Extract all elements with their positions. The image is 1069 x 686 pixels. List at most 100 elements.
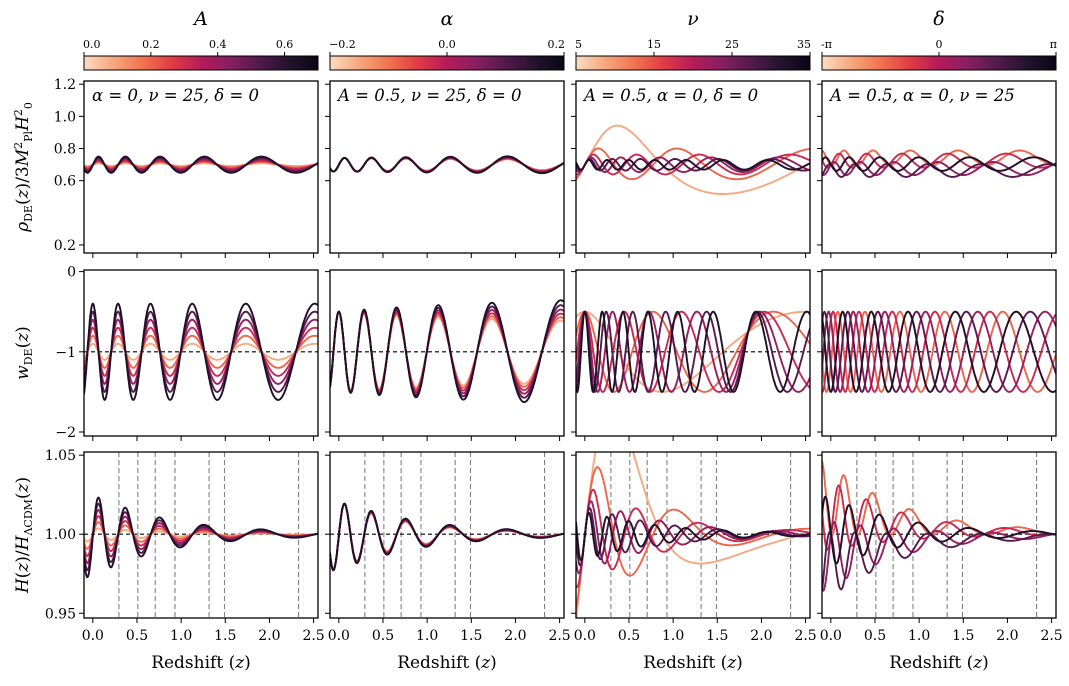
series-group: [822, 310, 1056, 394]
panel-r1-c2: A = 0.5, ν = 25, δ = 0: [325, 80, 565, 258]
series-line: [330, 502, 564, 571]
series-line: [822, 161, 1056, 177]
x-axis-label: Redshift (z): [397, 653, 497, 673]
series-line: [576, 159, 810, 171]
series-line: [822, 310, 1056, 394]
panel-r1-c4: A = 0.5, α = 0, ν = 25: [817, 80, 1057, 258]
series-group: [822, 460, 1056, 592]
y-tick-label: 0.8: [54, 142, 76, 158]
x-tick-label: 0.5: [126, 628, 148, 644]
y-tick-label: 1.00: [45, 527, 76, 543]
colorbar-3: 5 15 25 35 ν: [575, 8, 811, 71]
panel-frame: [575, 269, 811, 437]
chart-layer: 0.0 0.2 0.4 0.6 A −0.2 0.0 0.2 α 5 15 25 35 ν -π 0 π δ 0.2…: [12, 8, 1063, 673]
x-tick-label: 1.5: [952, 628, 974, 644]
x-axis-label: Redshift (z): [889, 653, 989, 673]
panel-frame: [329, 269, 565, 437]
colorbar-tick-label: 0.0: [438, 38, 456, 51]
y-tick-label: 1.2: [54, 77, 76, 93]
series-line: [84, 496, 318, 579]
series-line: [576, 124, 810, 195]
x-tick-label: 2.5: [302, 628, 324, 644]
y-tick-label: 0: [67, 265, 76, 281]
x-tick-label: 0.0: [82, 628, 104, 644]
colorbar-tick-label: 0.2: [548, 38, 566, 51]
colorbar-2: −0.2 0.0 0.2 α: [329, 8, 566, 71]
series-line: [576, 310, 810, 394]
colorbar-1: 0.0 0.2 0.4 0.6 A: [83, 8, 319, 71]
series-line: [84, 342, 318, 361]
panel-annotation: α = 0, ν = 25, δ = 0: [92, 86, 259, 105]
panel-r1-c3: A = 0.5, α = 0, δ = 0: [571, 80, 811, 258]
series-line: [822, 310, 1056, 394]
panel-frame: [83, 269, 319, 437]
series-line: [576, 310, 810, 393]
colorbar-tick-label: 35: [797, 38, 811, 51]
series-group: [576, 124, 810, 195]
series-group: [84, 155, 318, 174]
y-tick-label: 0.2: [54, 238, 76, 254]
x-tick-label: 1.5: [214, 628, 236, 644]
series-line: [576, 452, 810, 618]
x-tick-label: 0.5: [864, 628, 886, 644]
series-group: [822, 149, 1056, 178]
x-tick-label: 2.0: [996, 628, 1018, 644]
x-tick-label: 0.5: [372, 628, 394, 644]
panel-r2-c4: [817, 269, 1057, 441]
panel-r3-c1: 0.95 1.00 1.05 0.0 0.5 1.0 1.5 2.0 2.5: [45, 448, 325, 644]
series-group: [330, 502, 564, 572]
panel-r1-c1: 0.2 0.6 0.8 1.0 1.2 α = 0, ν = 25, δ = 0: [54, 77, 319, 258]
panel-frame: [329, 80, 565, 254]
series-line: [822, 152, 1056, 169]
colorbar-tick-label: 0.0: [83, 38, 101, 51]
x-tick-label: 2.5: [548, 628, 570, 644]
panel-r3-c2: 0.0 0.5 1.0 1.5 2.0 2.5: [325, 451, 571, 644]
panel-frame: [83, 80, 319, 254]
series-line: [822, 521, 1056, 592]
x-tick-label: 0.0: [328, 628, 350, 644]
series-line: [576, 310, 810, 393]
x-tick-label: 1.0: [170, 628, 192, 644]
panel-frame: [329, 451, 565, 619]
x-axis-label: Redshift (z): [643, 653, 743, 673]
series-group: [576, 452, 810, 618]
panel-annotation: A = 0.5, ν = 25, δ = 0: [336, 86, 522, 105]
y-tick-label: 0.6: [54, 174, 76, 190]
colorbar-label: ν: [687, 8, 699, 30]
panel-frame: [83, 451, 319, 619]
colorbar-gradient: [821, 55, 1057, 71]
series-group: [84, 496, 318, 579]
y-axis-label-row-3: H(z)/HΛCDM(z): [13, 477, 35, 594]
series-group: [330, 299, 564, 404]
series-line: [576, 310, 810, 393]
x-tick-label: 0.0: [820, 628, 842, 644]
x-tick-label: 1.0: [416, 628, 438, 644]
panel-r2-c1: 0 −1 −2: [55, 265, 319, 441]
colorbar-tick-label: 0.6: [276, 38, 294, 51]
colorbar-tick-label: 25: [725, 38, 739, 51]
x-tick-label: 1.5: [706, 628, 728, 644]
series-line: [822, 310, 1056, 393]
series-line: [84, 155, 318, 174]
series-line: [822, 310, 1056, 394]
colorbar-4: -π 0 π δ: [821, 8, 1057, 71]
panel-frame: [821, 269, 1057, 437]
panel-r2-c3: [571, 269, 811, 441]
colorbar-label: α: [441, 8, 454, 30]
x-tick-label: 2.5: [794, 628, 816, 644]
colorbar-tick-label: 0.2: [142, 38, 160, 51]
colorbar-tick-label: π: [1050, 38, 1057, 51]
series-line: [822, 156, 1056, 172]
y-tick-label: 1.0: [54, 109, 76, 125]
panel-frame: [821, 451, 1057, 619]
panel-frame: [575, 80, 811, 254]
colorbar-gradient: [83, 55, 319, 71]
series-line: [330, 155, 564, 175]
x-tick-label: 2.0: [258, 628, 280, 644]
panel-frame: [821, 80, 1057, 254]
x-tick-label: 1.5: [460, 628, 482, 644]
series-group: [84, 302, 318, 402]
series-line: [576, 158, 810, 172]
panel-r3-c3: 0.0 0.5 1.0 1.5 2.0 2.5: [571, 451, 817, 644]
